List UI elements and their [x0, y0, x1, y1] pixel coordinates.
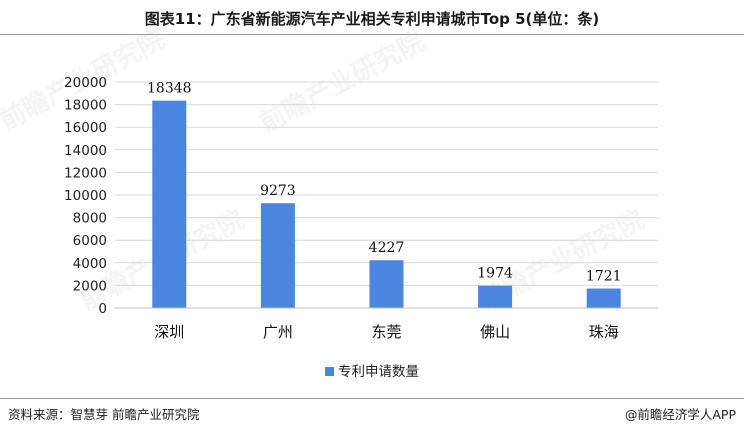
y-tick-label: 8000 [73, 211, 107, 227]
legend-label: 专利申请数量 [338, 364, 419, 380]
y-tick-label: 10000 [64, 188, 107, 204]
legend: 专利申请数量 [0, 360, 744, 380]
chart-title: 图表11：广东省新能源汽车产业相关专利申请城市Top 5(单位：条) [144, 10, 600, 28]
y-tick-label: 2000 [73, 278, 107, 294]
grid-lines [115, 81, 658, 286]
bar [369, 260, 404, 308]
x-axis: 深圳 广州 东莞 佛山 珠海 [115, 307, 658, 340]
bar [478, 285, 513, 308]
x-tick-label: 深圳 [154, 323, 184, 340]
y-tick-label: 20000 [64, 75, 107, 91]
data-label: 9273 [260, 183, 296, 199]
source-note: 资料来源：智慧芽 前瞻产业研究院 [8, 407, 200, 422]
footer-divider [0, 398, 744, 399]
data-label: 1721 [586, 269, 622, 285]
data-label: 4227 [369, 240, 405, 256]
x-tick-label: 佛山 [480, 323, 510, 340]
bar [586, 288, 621, 308]
y-tick-label: 18000 [64, 98, 107, 114]
data-label: 18348 [147, 81, 192, 97]
brand-credit: @前瞻经济学人APP [624, 407, 736, 422]
bar [152, 100, 187, 308]
y-axis: 0 2000 4000 6000 8000 10000 12000 14000 16000 180… [64, 75, 107, 317]
x-tick-label: 广州 [263, 323, 293, 340]
y-tick-label: 0 [98, 301, 107, 317]
legend-swatch [325, 366, 334, 376]
x-tick-label: 东莞 [371, 323, 401, 340]
y-tick-label: 16000 [64, 120, 107, 136]
title-divider [0, 34, 744, 35]
bars: 18348 9273 4227 1974 1721 [147, 81, 622, 308]
y-tick-label: 12000 [64, 165, 107, 181]
y-tick-label: 14000 [64, 143, 107, 159]
data-label: 1974 [477, 266, 513, 282]
bar-chart: 0 2000 4000 6000 8000 10000 12000 14000 16000 180… [64, 75, 658, 340]
bar [260, 203, 295, 308]
y-tick-label: 6000 [73, 233, 107, 249]
x-tick-label: 珠海 [589, 323, 619, 340]
y-tick-label: 4000 [73, 256, 107, 272]
